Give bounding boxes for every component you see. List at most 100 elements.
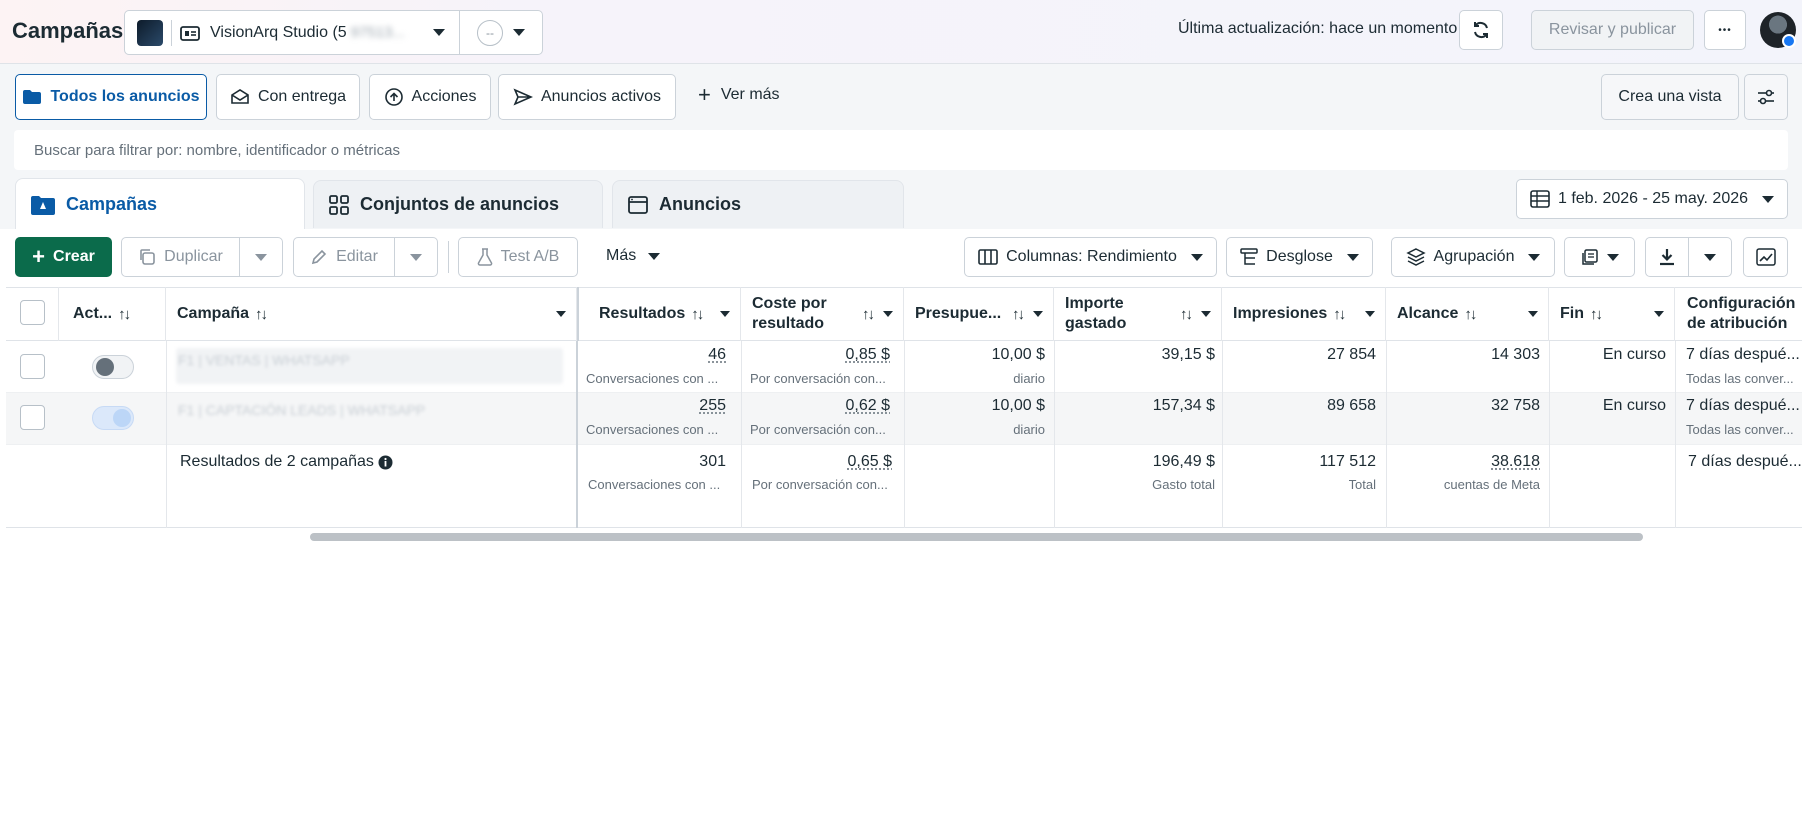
table-header <box>6 287 1802 341</box>
secondary-selector[interactable]: -- <box>459 10 543 55</box>
row-checkbox[interactable] <box>20 405 45 430</box>
sort-icon: ↑↓ <box>255 305 268 323</box>
reports-button[interactable] <box>1564 237 1635 277</box>
header-label: Importe gastado <box>1065 295 1127 332</box>
export-dropdown[interactable] <box>1688 237 1732 277</box>
tab-label: Campañas <box>66 194 158 214</box>
grid-icon <box>329 194 349 215</box>
column-header-campaign[interactable]: Campaña ↑↓ <box>167 287 577 341</box>
chevron-down-icon <box>720 311 730 317</box>
column-divider <box>904 341 905 528</box>
campaign-name[interactable]: F1 | CAPTACIÓN LEADS | WHATSAPP <box>178 402 426 418</box>
totals-reach[interactable]: 38.618 <box>1491 453 1540 470</box>
sort-icon: ↑↓ <box>1180 305 1193 323</box>
totals-cost[interactable]: 0,65 $ <box>847 453 892 470</box>
more-actions-button[interactable]: Más <box>606 247 661 265</box>
more-label: Más <box>606 247 637 264</box>
refresh-button[interactable] <box>1459 10 1503 50</box>
column-header-budget[interactable]: Presupue... ↑↓ <box>904 287 1054 341</box>
results-value[interactable]: 255 <box>699 397 726 414</box>
column-divider <box>1222 341 1223 528</box>
account-selector[interactable]: VisionArq Studio (5 97513... <box>124 10 460 55</box>
column-header-cost-per-result[interactable]: Coste por resultado ↑↓ <box>741 287 904 341</box>
facebook-icon <box>1782 34 1796 48</box>
select-all-checkbox[interactable] <box>20 300 45 325</box>
columns-button[interactable]: Columnas: Rendimiento <box>964 237 1217 277</box>
filter-active-ads[interactable]: Anuncios activos <box>498 74 676 120</box>
create-label: Crear <box>53 248 95 265</box>
attribution-subtext: Todas las conver... <box>1686 422 1794 437</box>
settings-sliders-button[interactable] <box>1744 74 1788 120</box>
search-input[interactable]: Buscar para filtrar por: nombre, identif… <box>14 130 1788 170</box>
tab-ads[interactable]: Anuncios <box>612 180 904 228</box>
campaign-toggle[interactable] <box>92 406 134 430</box>
attribution-value: 7 días despué... <box>1686 397 1800 414</box>
chevron-down-icon <box>1033 311 1043 317</box>
header-label: Resultados <box>599 305 686 322</box>
folder-icon <box>23 90 42 104</box>
cost-per-result-value[interactable]: 0,62 $ <box>845 397 890 414</box>
column-header-impressions[interactable]: Impresiones ↑↓ <box>1222 287 1386 341</box>
chevron-down-icon <box>1365 311 1375 317</box>
totals-impressions-subtext: Total <box>1348 477 1376 492</box>
ab-test-label: Test A/B <box>500 248 560 265</box>
header-label: Campaña <box>177 305 250 322</box>
review-publish-button[interactable]: Revisar y publicar <box>1531 10 1694 50</box>
filter-with-delivery[interactable]: Con entrega <box>216 74 360 120</box>
create-view-button[interactable]: Crea una vista <box>1601 74 1739 120</box>
amount-spent-value: 39,15 $ <box>1161 346 1215 363</box>
column-header-amount-spent[interactable]: Importe gastado ↑↓ <box>1054 287 1222 341</box>
sort-icon: ↑↓ <box>1333 305 1346 323</box>
create-button[interactable]: + Crear <box>15 237 112 277</box>
filter-actions[interactable]: Acciones <box>369 74 491 120</box>
column-header-active[interactable]: Act... ↑↓ <box>58 287 166 341</box>
edit-button[interactable]: Editar <box>293 237 395 277</box>
horizontal-scrollbar[interactable] <box>310 533 1643 541</box>
breakdown-button[interactable]: Desglose <box>1226 237 1373 277</box>
header-label: Act... <box>73 305 113 322</box>
tab-campaigns[interactable]: Campañas <box>15 178 305 230</box>
totals-spent-subtext: Gasto total <box>1152 477 1215 492</box>
duplicate-button[interactable]: Duplicar <box>121 237 240 277</box>
row-checkbox[interactable] <box>20 354 45 379</box>
cost-per-result-value[interactable]: 0,85 $ <box>845 346 890 363</box>
impressions-value: 89 658 <box>1327 397 1376 414</box>
filter-label: Anuncios activos <box>540 88 662 105</box>
chevron-down-icon <box>1762 195 1775 203</box>
export-button[interactable] <box>1645 237 1689 277</box>
info-icon[interactable] <box>378 455 393 470</box>
ab-test-button[interactable]: Test A/B <box>458 237 578 277</box>
totals-impressions: 117 512 <box>1319 453 1376 470</box>
page-title: Campañas <box>12 18 124 43</box>
more-options-button[interactable]: ••• <box>1704 10 1746 50</box>
filter-all-ads[interactable]: Todos los anuncios <box>15 74 207 120</box>
charts-button[interactable] <box>1743 237 1788 277</box>
column-header-results[interactable]: Resultados ↑↓ <box>577 287 741 341</box>
plus-icon: + <box>698 82 711 107</box>
column-divider <box>1549 341 1550 528</box>
campaign-name[interactable]: F1 | VENTAS | WHATSAPP <box>176 348 563 384</box>
folder-icon <box>31 195 55 215</box>
copy-icon <box>140 249 155 265</box>
chevron-down-icon <box>556 311 566 317</box>
column-header-end[interactable]: Fin ↑↓ <box>1549 287 1675 341</box>
grouping-button[interactable]: Agrupación <box>1391 237 1555 277</box>
end-value: En curso <box>1602 346 1666 363</box>
column-header-reach[interactable]: Alcance ↑↓ <box>1386 287 1549 341</box>
campaign-toggle[interactable] <box>92 355 134 379</box>
column-divider <box>1054 341 1055 528</box>
date-range-label: 1 feb. 2026 - 25 may. 2026 <box>1557 190 1749 207</box>
date-range-picker[interactable]: 1 feb. 2026 - 25 may. 2026 <box>1516 179 1788 219</box>
breakdown-label: Desglose <box>1266 248 1333 265</box>
tab-ad-sets[interactable]: Conjuntos de anuncios <box>313 180 603 228</box>
duplicate-dropdown[interactable] <box>239 237 283 277</box>
chevron-down-icon <box>1654 311 1664 317</box>
sort-icon: ↑↓ <box>862 305 875 323</box>
column-header-attribution[interactable]: Configuración de atribución <box>1675 287 1802 341</box>
results-value[interactable]: 46 <box>708 346 726 363</box>
see-more-link[interactable]: + Ver más <box>698 82 780 107</box>
duplicate-label: Duplicar <box>164 248 223 265</box>
toggle-knob <box>113 409 131 427</box>
edit-dropdown[interactable] <box>394 237 438 277</box>
account-avatar <box>137 19 163 46</box>
